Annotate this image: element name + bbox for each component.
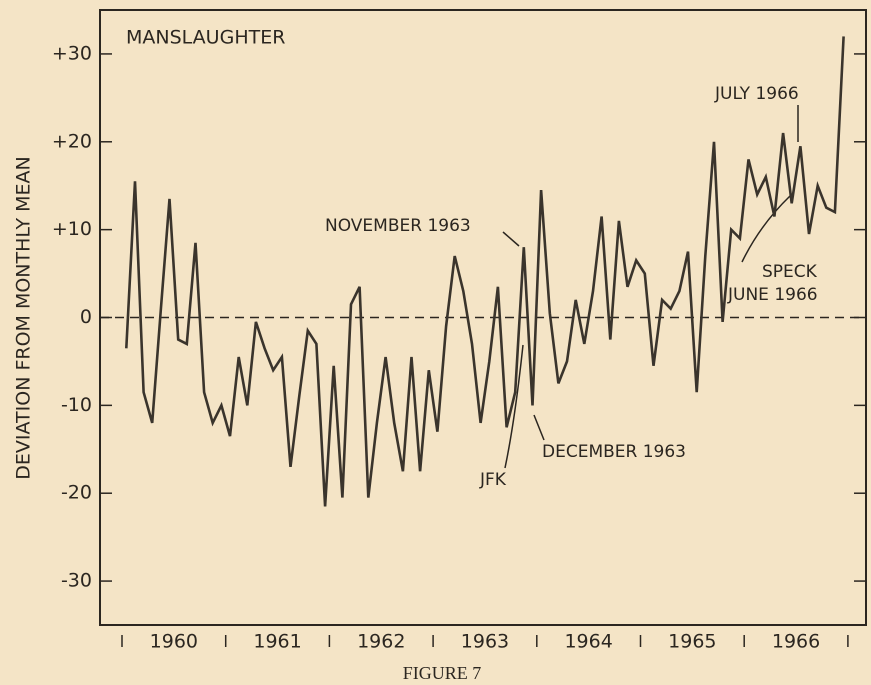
annotation-arrow: [741, 195, 791, 263]
data-line: [125, 36, 845, 507]
y-axis-label: DEVIATION FROM MONTHLY MEAN: [13, 156, 35, 479]
x-tick-label: 1960: [150, 631, 198, 653]
annotation: DECEMBER 1963: [542, 442, 686, 462]
y-tick-label: -30: [61, 570, 92, 592]
annotation: JULY 1966: [714, 84, 799, 104]
x-tick-label: 1963: [461, 631, 509, 653]
y-tick-label: +10: [52, 218, 92, 240]
x-tick-label: 1961: [253, 631, 301, 653]
annotation-arrow: [502, 231, 520, 247]
y-tick-label: -20: [61, 482, 92, 504]
y-tick-label: 0: [80, 306, 92, 328]
x-tick-label: 1964: [564, 631, 612, 653]
y-tick-label: +30: [52, 42, 92, 64]
x-tick-label: 1962: [357, 631, 405, 653]
annotation: NOVEMBER 1963: [325, 216, 471, 236]
annotation-arrow: [533, 414, 545, 441]
annotation: SPECK: [762, 262, 818, 282]
caption: FIGURE 7: [403, 663, 482, 683]
y-tick-label: -10: [61, 394, 92, 416]
x-tick-label: 1965: [668, 631, 716, 653]
annotation: JUNE 1966: [727, 285, 818, 305]
annotation: JFK: [479, 470, 507, 490]
chart-title: MANSLAUGHTER: [126, 27, 285, 49]
annotation-arrow: [504, 344, 524, 469]
x-tick-label: 1966: [772, 631, 820, 653]
y-tick-label: +20: [52, 130, 92, 152]
